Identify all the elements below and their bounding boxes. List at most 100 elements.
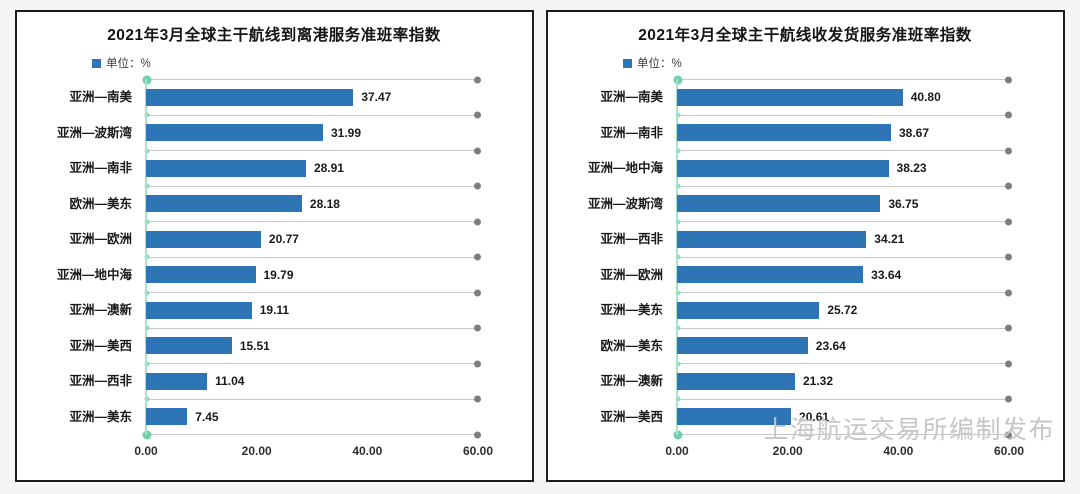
gridline-label-spacer bbox=[565, 434, 677, 435]
gridline-row bbox=[34, 111, 481, 119]
gridline-end-dot-icon bbox=[1005, 431, 1012, 438]
x-axis-tick-label: 60.00 bbox=[462, 444, 494, 458]
bar-row: 亚洲—西非 11.04 bbox=[34, 364, 478, 399]
bar bbox=[146, 88, 354, 106]
value-label: 36.75 bbox=[888, 196, 919, 211]
bar-plot: 亚洲—南美 40.80 亚洲—南非 38.67 亚洲—地中海 38.23 亚洲—波斯湾 36.… bbox=[565, 75, 1045, 439]
gridline-end-dot-icon bbox=[474, 111, 481, 119]
category-label: 亚洲—南非 bbox=[69, 161, 132, 175]
chart-legend: 单位：% bbox=[623, 56, 1045, 70]
gridline-row bbox=[34, 430, 481, 439]
gridline-row bbox=[565, 289, 1012, 296]
value-label: 31.99 bbox=[331, 125, 362, 140]
bar-row: 亚洲—美西 15.51 bbox=[34, 329, 478, 364]
value-label: 15.51 bbox=[239, 338, 270, 353]
value-label: 11.04 bbox=[215, 374, 245, 389]
gridline bbox=[144, 360, 481, 367]
bar-track: 19.79 bbox=[146, 266, 478, 284]
gridline-end-dot-icon bbox=[1005, 253, 1012, 261]
gridline-row bbox=[34, 75, 481, 84]
category-label: 亚洲—波斯湾 bbox=[56, 125, 132, 140]
x-axis-tick-label: 0.00 bbox=[665, 444, 689, 458]
value-label: 25.72 bbox=[827, 303, 858, 318]
gridline bbox=[144, 147, 481, 154]
gridline-row bbox=[565, 253, 1012, 261]
gridline-end-dot-icon bbox=[1005, 182, 1012, 190]
gridline-end-dot-icon bbox=[474, 76, 481, 83]
gridline-end-dot-icon bbox=[1005, 218, 1012, 225]
bar-row: 亚洲—波斯湾 36.75 bbox=[565, 187, 1009, 222]
gridline-row bbox=[34, 395, 481, 403]
gridline bbox=[144, 253, 481, 261]
category-label: 亚洲—美东 bbox=[600, 303, 663, 317]
bar-track: 36.75 bbox=[677, 195, 1009, 213]
gridline-end-dot-icon bbox=[474, 431, 481, 438]
value-label: 23.64 bbox=[815, 338, 846, 353]
x-axis-tick-label: 0.00 bbox=[134, 444, 158, 458]
gridline-label-spacer bbox=[34, 434, 146, 435]
value-label: 21.32 bbox=[802, 374, 833, 389]
bar-track: 37.47 bbox=[146, 88, 478, 106]
bar-track: 15.51 bbox=[146, 337, 478, 355]
gridline bbox=[675, 395, 1012, 403]
category-label: 欧洲—美东 bbox=[69, 196, 132, 211]
bar-row: 亚洲—西非 34.21 bbox=[565, 222, 1009, 257]
axis-tick-icon bbox=[675, 183, 681, 189]
category-label: 亚洲—西非 bbox=[69, 374, 132, 388]
chart-title: 2021年3月全球主干航线到离港服务准班率指数 bbox=[107, 27, 441, 44]
gridline-end-dot-icon bbox=[1005, 395, 1012, 403]
gridline bbox=[675, 253, 1012, 261]
gridline bbox=[142, 430, 481, 439]
axis-tick-icon bbox=[675, 219, 681, 224]
bar-row: 亚洲—美东 25.72 bbox=[565, 293, 1009, 328]
bar bbox=[677, 88, 903, 106]
x-axis: 0.00 20.00 40.00 60.00 bbox=[665, 435, 1024, 463]
gridline-row bbox=[34, 360, 481, 367]
gridline-row bbox=[34, 147, 481, 154]
gridline-row bbox=[34, 253, 481, 261]
bar bbox=[677, 372, 795, 390]
gridline bbox=[144, 289, 481, 296]
legend-label: 单位：% bbox=[106, 58, 151, 70]
bar bbox=[146, 230, 261, 248]
axis-tick-icon bbox=[144, 361, 150, 366]
x-axis-tick-label: 40.00 bbox=[883, 444, 914, 458]
gridline-end-dot-icon bbox=[1005, 324, 1012, 332]
bar-track: 33.64 bbox=[677, 266, 1009, 284]
bar bbox=[146, 159, 306, 177]
axis-tick-icon bbox=[144, 219, 150, 224]
bar-row: 亚洲—南非 38.67 bbox=[565, 116, 1009, 151]
gridline-row bbox=[565, 75, 1012, 84]
axis-tick-icon bbox=[144, 290, 150, 295]
chart-title: 2021年3月全球主干航线收发货服务准班率指数 bbox=[638, 27, 972, 44]
gridline bbox=[673, 75, 1012, 84]
axis-end-dot-icon bbox=[142, 430, 152, 439]
category-label: 欧洲—美东 bbox=[600, 338, 663, 353]
gridline-end-dot-icon bbox=[1005, 147, 1012, 154]
axis-tick-icon bbox=[144, 183, 150, 189]
bar bbox=[146, 372, 208, 390]
bar-track: 23.64 bbox=[677, 337, 1009, 355]
bar-row: 欧洲—美东 28.18 bbox=[34, 187, 478, 222]
gridline-end-dot-icon bbox=[1005, 76, 1012, 83]
bar-track: 19.11 bbox=[146, 301, 478, 319]
category-label: 亚洲—欧洲 bbox=[600, 267, 663, 282]
bar-row: 亚洲—澳新 19.11 bbox=[34, 293, 478, 328]
value-label: 19.11 bbox=[259, 303, 290, 318]
category-label: 亚洲—波斯湾 bbox=[587, 196, 663, 211]
bar bbox=[146, 408, 188, 426]
gridline bbox=[675, 360, 1012, 367]
value-label: 19.79 bbox=[263, 267, 294, 282]
category-label: 亚洲—美西 bbox=[600, 409, 663, 424]
axis-tick-icon bbox=[675, 290, 681, 295]
bar-row: 亚洲—南美 37.47 bbox=[34, 80, 478, 115]
gridline bbox=[144, 218, 481, 225]
bar-row: 亚洲—欧洲 33.64 bbox=[565, 258, 1009, 293]
bar bbox=[146, 195, 302, 213]
gridline bbox=[675, 182, 1012, 190]
gridline-row bbox=[565, 395, 1012, 403]
bar-row: 亚洲—美东 7.45 bbox=[34, 400, 478, 435]
value-label: 38.23 bbox=[896, 161, 927, 176]
gridline-row bbox=[565, 360, 1012, 367]
